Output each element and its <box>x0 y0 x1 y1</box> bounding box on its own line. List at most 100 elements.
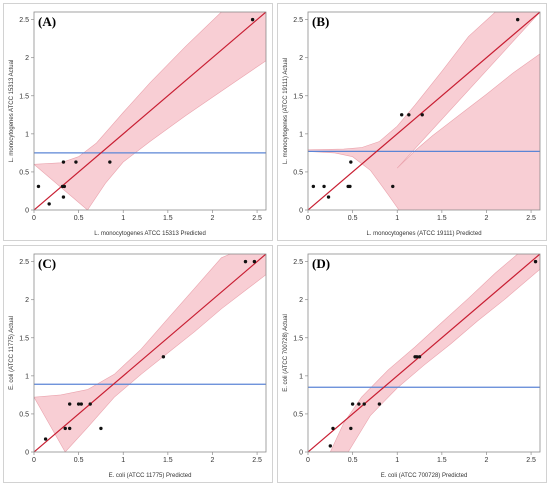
y-tick-label: 1 <box>299 131 303 138</box>
x-tick-label: 1 <box>395 457 399 464</box>
plot-frame <box>307 253 541 453</box>
fit-line <box>34 12 266 210</box>
data-point <box>348 184 352 189</box>
data-point <box>161 355 166 359</box>
data-point <box>311 184 316 189</box>
data-point <box>61 160 66 164</box>
data-point <box>252 259 257 264</box>
x-tick-label: 2 <box>485 215 489 222</box>
y-tick-label: 0.5 <box>19 169 29 176</box>
y-tick-label: 2.5 <box>19 17 29 24</box>
x-tick-label: 2.5 <box>526 215 536 222</box>
y-tick-label: 1 <box>25 373 29 380</box>
x-axis-label: E. coli (ATCC 11775) Predicted <box>109 473 192 479</box>
data-point <box>108 160 112 164</box>
x-axis-label: L. monocytogenes (ATCC 19111) Predicted <box>366 231 481 237</box>
y-tick-label: 0.5 <box>19 411 29 418</box>
x-tick-label: 0.5 <box>348 215 358 222</box>
chart-svg-a: 0 0.5 1 1.5 2 2.5 0 0.5 1 1.5 2 2.5 L. monocytogenes… <box>9 11 267 237</box>
data-point <box>349 426 353 431</box>
data-point <box>399 113 404 117</box>
chart-svg-b: 0 0.5 1 1.5 2 2.5 0 0.5 1 1.5 2 2.5 L. monocytogenes… <box>283 11 541 237</box>
data-point <box>515 17 520 22</box>
data-point <box>417 355 422 359</box>
chart-panel-d: 0 0.5 1 1.5 2 2.5 0 0.5 1 1.5 2 2.5 E. coli (ATCC 70… <box>277 245 547 483</box>
data-point <box>391 184 395 189</box>
data-point <box>357 402 361 406</box>
x-tick-label: 2.5 <box>526 457 536 464</box>
panel-label: (B) <box>312 14 329 29</box>
y-tick-label: 2 <box>299 297 303 304</box>
y-tick-label: 2.5 <box>293 259 303 266</box>
data-point <box>47 202 51 206</box>
x-tick-label: 1 <box>121 215 125 222</box>
data-point <box>99 426 103 431</box>
y-axis-label: L. monocytogenes ATCC 15313 Actual <box>9 60 15 163</box>
x-tick-label: 1.5 <box>163 215 173 222</box>
data-point <box>377 402 382 406</box>
data-point <box>79 402 83 406</box>
y-tick-label: 2 <box>25 297 29 304</box>
x-tick-label: 2.5 <box>252 215 262 222</box>
y-tick-label: 1.5 <box>19 335 29 342</box>
y-axis-label: E. coli (ATCC 11775) Actual <box>9 316 15 390</box>
x-tick-label: 0 <box>32 215 36 222</box>
x-tick-label: 2 <box>485 457 489 464</box>
y-tick-label: 0.5 <box>293 169 303 176</box>
x-tick-label: 0 <box>32 457 36 464</box>
data-point <box>88 402 92 406</box>
y-tick-label: 0 <box>25 450 29 457</box>
plot-frame <box>33 253 267 453</box>
data-point <box>322 184 326 189</box>
data-point <box>43 437 48 441</box>
y-tick-label: 0.5 <box>293 411 303 418</box>
y-tick-label: 1.5 <box>293 93 303 100</box>
data-point <box>36 184 41 189</box>
data-point <box>328 444 333 448</box>
y-tick-label: 1 <box>299 373 303 380</box>
y-tick-label: 2 <box>25 55 29 62</box>
x-tick-label: 0.5 <box>348 457 358 464</box>
x-tick-label: 2 <box>211 215 215 222</box>
x-tick-label: 1.5 <box>163 457 173 464</box>
data-point <box>533 259 538 264</box>
panel-label: (A) <box>38 14 56 29</box>
x-tick-label: 1.5 <box>437 215 447 222</box>
fit-line <box>34 254 266 452</box>
fit-line <box>308 254 540 452</box>
data-point <box>250 17 255 22</box>
y-tick-label: 0 <box>25 208 29 215</box>
chart-svg-c: 0 0.5 1 1.5 2 2.5 0 0.5 1 1.5 2 2.5 E. coli (ATCC 11… <box>9 253 267 479</box>
data-point <box>420 113 424 117</box>
x-tick-label: 1 <box>395 215 399 222</box>
data-point <box>415 355 419 359</box>
y-axis-label: L. monocytogenes (ATCC 19111) Actual <box>283 58 289 164</box>
y-axis-label: E. coli (ATCC 700728) Actual <box>283 314 289 392</box>
plot-frame <box>307 11 541 211</box>
data-point <box>61 195 66 199</box>
data-point <box>331 426 335 431</box>
x-tick-label: 0 <box>306 215 310 222</box>
y-tick-label: 2.5 <box>19 259 29 266</box>
data-point <box>76 402 81 406</box>
data-point <box>67 426 72 431</box>
confidence-band <box>329 254 540 452</box>
data-point <box>326 195 331 199</box>
data-point <box>74 160 78 164</box>
y-tick-label: 1 <box>25 131 29 138</box>
x-tick-label: 0.5 <box>74 457 84 464</box>
chart-panel-a: 0 0.5 1 1.5 2 2.5 0 0.5 1 1.5 2 2.5 L. monocytogenes… <box>3 3 273 241</box>
x-axis-label: E. coli (ATCC 700728) Predicted <box>381 473 468 479</box>
chart-svg-d: 0 0.5 1 1.5 2 2.5 0 0.5 1 1.5 2 2.5 E. coli (ATCC 70… <box>283 253 541 479</box>
x-tick-label: 0.5 <box>74 215 84 222</box>
y-tick-label: 1.5 <box>19 93 29 100</box>
plot-frame <box>33 11 267 211</box>
chart-panel-b: 0 0.5 1 1.5 2 2.5 0 0.5 1 1.5 2 2.5 L. monocytogenes… <box>277 3 547 241</box>
x-tick-label: 2 <box>211 457 215 464</box>
y-tick-label: 0 <box>299 208 303 215</box>
data-point <box>349 160 353 164</box>
y-tick-label: 1.5 <box>293 335 303 342</box>
panel-label: (D) <box>312 256 330 271</box>
data-point <box>62 184 67 189</box>
chart-panel-c: 0 0.5 1 1.5 2 2.5 0 0.5 1 1.5 2 2.5 E. coli (ATCC 11… <box>3 245 273 483</box>
